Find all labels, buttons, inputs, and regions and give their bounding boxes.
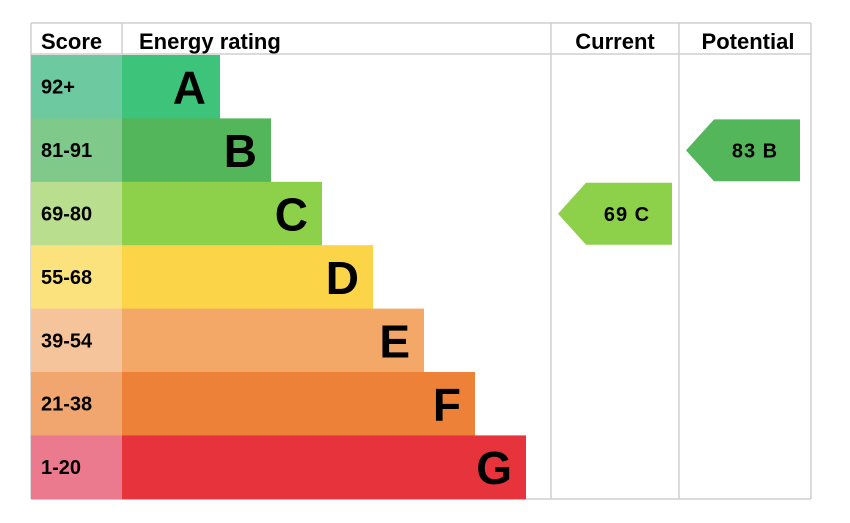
score-range-e: 39-54 xyxy=(41,330,93,352)
score-range-f: 21-38 xyxy=(41,394,92,416)
band-bar-b xyxy=(122,118,271,183)
score-cell-b xyxy=(31,118,122,183)
energy-rating-header: Energy rating xyxy=(139,29,281,54)
band-letter-e: E xyxy=(379,315,410,367)
band-letter-d: D xyxy=(326,252,359,304)
rating-bands: 92+ A 81-91 B 69-80 C 55-68 D 39-54 E 21-38 F 1-20 G xyxy=(31,55,526,500)
score-cell-d xyxy=(31,245,122,310)
band-bar-a xyxy=(122,55,220,119)
current-header: Current xyxy=(575,29,655,54)
band-bar-d xyxy=(122,245,373,310)
band-letter-g: G xyxy=(476,442,512,494)
current-rating-pointer xyxy=(558,182,672,245)
band-bar-c xyxy=(122,181,322,246)
band-bar-e xyxy=(122,308,424,373)
score-range-g: 1-20 xyxy=(41,457,81,479)
band-bar-f xyxy=(122,372,475,436)
rating-pointers: 69 C 83 B xyxy=(558,119,800,245)
score-range-c: 69-80 xyxy=(41,204,92,226)
band-letter-f: F xyxy=(433,379,461,431)
current-rating-pointer-label: 69 C xyxy=(604,204,650,226)
band-bar-g xyxy=(122,435,526,500)
band-letter-c: C xyxy=(275,189,308,241)
score-cell-g xyxy=(31,435,122,500)
score-cell-f xyxy=(31,372,122,436)
score-cell-e xyxy=(31,308,122,373)
score-header: Score xyxy=(41,29,102,54)
potential-header: Potential xyxy=(702,29,795,54)
score-range-d: 55-68 xyxy=(41,267,92,289)
band-letter-a: A xyxy=(173,62,206,114)
band-letter-b: B xyxy=(224,125,257,177)
score-range-b: 81-91 xyxy=(41,140,92,162)
potential-rating-pointer-label: 83 B xyxy=(732,140,778,162)
score-cell-a xyxy=(31,55,122,119)
score-range-a: 92+ xyxy=(41,77,75,99)
score-cell-c xyxy=(31,181,122,246)
potential-rating-pointer xyxy=(686,119,800,182)
